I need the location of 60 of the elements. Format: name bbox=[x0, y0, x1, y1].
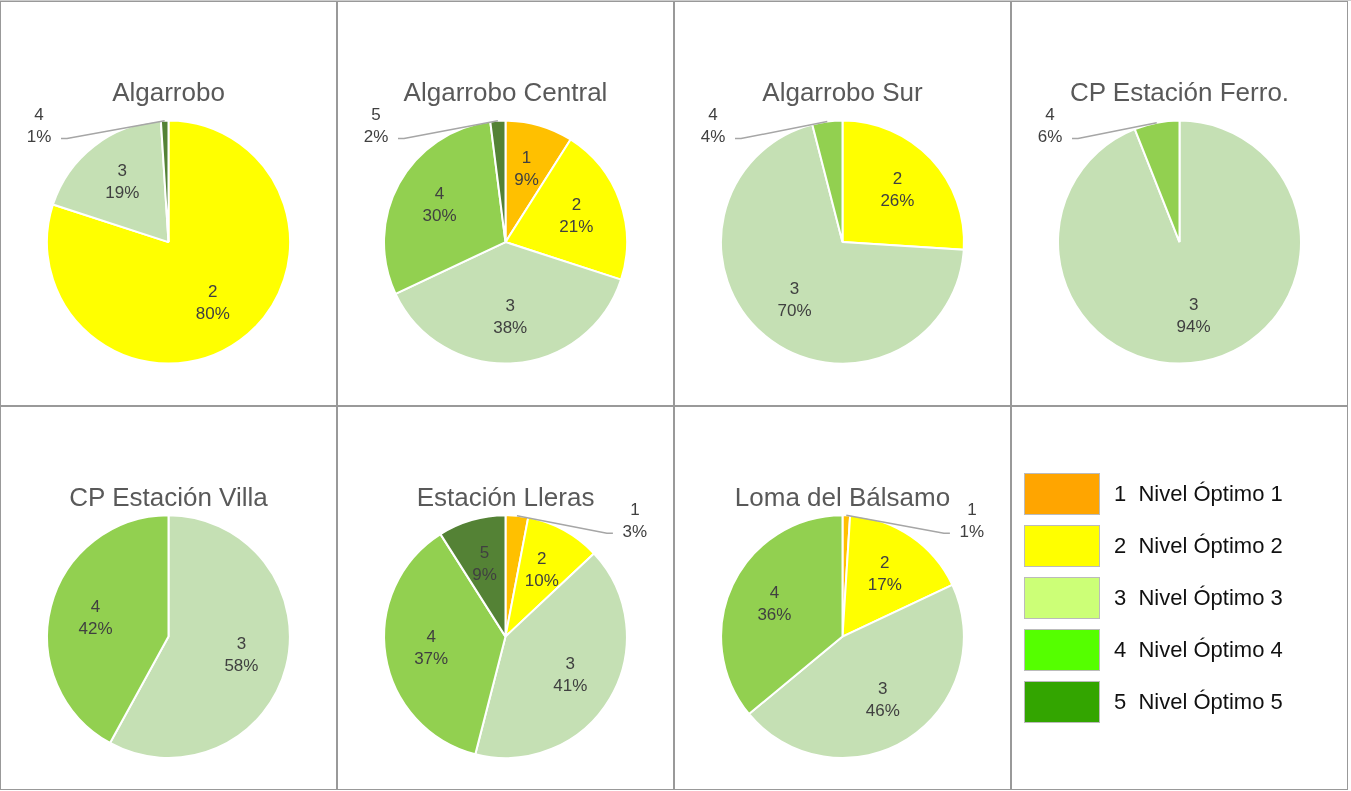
slice-label: 1 bbox=[967, 499, 977, 519]
data-label: 80% bbox=[195, 303, 230, 323]
slice-label: 4 bbox=[434, 184, 445, 204]
slice-label: 2 bbox=[537, 549, 547, 569]
category-label: 5 Nivel Óptimo 5 bbox=[1114, 689, 1283, 715]
chart-title: Algarrobo Central bbox=[403, 76, 608, 107]
slice-label: 3 bbox=[1188, 294, 1199, 314]
slice-label: 2 bbox=[892, 169, 903, 189]
slice-label: 4 bbox=[769, 583, 780, 603]
data-label: 70% bbox=[777, 300, 812, 320]
slice-label: 3 bbox=[236, 634, 247, 654]
data-label: 38% bbox=[493, 317, 528, 337]
data-label: 1% bbox=[26, 127, 52, 147]
data-label: 30% bbox=[422, 206, 457, 226]
chart-title: Algarrobo Sur bbox=[762, 76, 924, 107]
chart-title: Loma del Bálsamo bbox=[734, 481, 951, 512]
slice-label: 5 bbox=[371, 105, 381, 125]
slice-label: 4 bbox=[34, 105, 44, 125]
slice-label: 4 bbox=[90, 596, 101, 616]
slice-label: 3 bbox=[117, 161, 128, 181]
data-label: 4% bbox=[700, 127, 726, 147]
category-label: 2 Nivel Óptimo 2 bbox=[1114, 533, 1283, 559]
slice-label: 3 bbox=[789, 278, 800, 298]
data-label: 1% bbox=[959, 521, 985, 541]
data-label: 58% bbox=[224, 656, 259, 676]
data-label: 26% bbox=[880, 191, 915, 211]
data-label: 9% bbox=[472, 565, 497, 585]
slice-label: 4 bbox=[426, 627, 436, 647]
data-label: 9% bbox=[514, 170, 539, 190]
chart-title: Algarrobo bbox=[112, 76, 225, 107]
category-label: 3 Nivel Óptimo 3 bbox=[1114, 585, 1283, 611]
data-label: 94% bbox=[1176, 316, 1211, 336]
data-label: 17% bbox=[867, 575, 902, 595]
data-label: 19% bbox=[105, 183, 140, 203]
slice-label: 2 bbox=[208, 281, 218, 301]
chart-title: Estación Lleras bbox=[416, 481, 595, 512]
slice-label: 3 bbox=[565, 653, 576, 673]
slice-label: 3 bbox=[505, 295, 515, 315]
category-label: 4 Nivel Óptimo 4 bbox=[1114, 637, 1283, 663]
slice-label: 3 bbox=[878, 678, 888, 698]
chart-title: CP Estación Villa bbox=[69, 481, 269, 512]
data-label: 3% bbox=[622, 521, 648, 541]
slice-label: 4 bbox=[1045, 105, 1055, 125]
chart-title: CP Estación Ferro. bbox=[1069, 76, 1290, 107]
slice-label: 5 bbox=[479, 543, 490, 563]
data-label: 41% bbox=[553, 675, 588, 695]
data-label: 36% bbox=[757, 605, 792, 625]
data-label: 2% bbox=[363, 127, 389, 147]
category-label: 1 Nivel Óptimo 1 bbox=[1114, 481, 1283, 507]
data-label: 6% bbox=[1037, 127, 1063, 147]
slice-label: 2 bbox=[880, 553, 890, 573]
data-label: 42% bbox=[78, 618, 113, 638]
slice-label: 2 bbox=[571, 195, 582, 215]
slice-label: 4 bbox=[708, 105, 718, 125]
data-label: 46% bbox=[865, 700, 900, 720]
data-label: 10% bbox=[524, 571, 559, 591]
data-label: 37% bbox=[414, 649, 449, 669]
data-label: 21% bbox=[559, 217, 594, 237]
slice-label: 1 bbox=[630, 499, 640, 519]
slice-label: 1 bbox=[521, 148, 532, 168]
